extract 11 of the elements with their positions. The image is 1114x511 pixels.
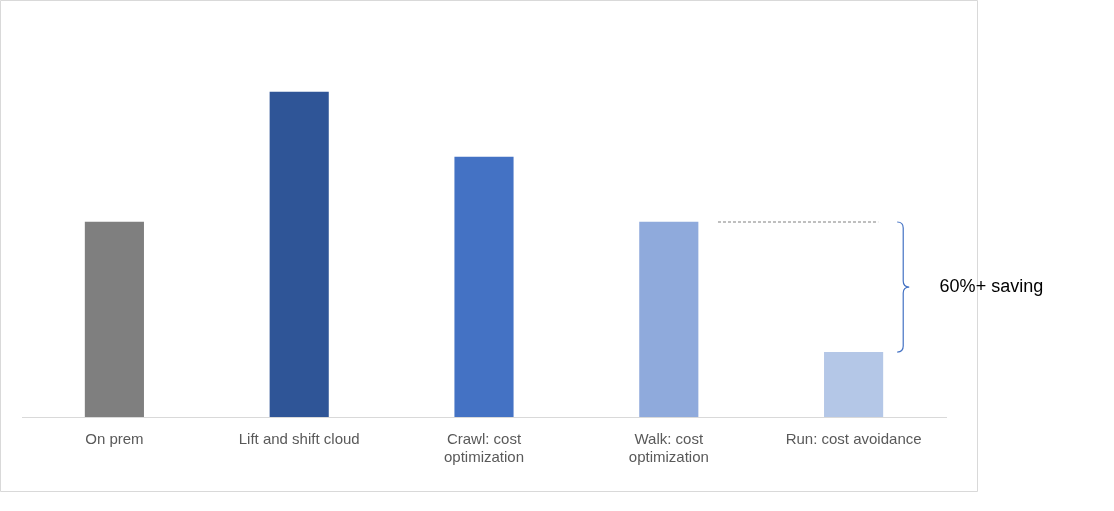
x-tick-label: Walk: cost optimization <box>628 430 709 466</box>
x-tick-label: Run: cost avoidance <box>785 430 922 448</box>
bar <box>269 91 329 417</box>
bar <box>84 221 144 417</box>
bar <box>639 221 699 417</box>
bar <box>824 351 884 417</box>
x-tick-label: Lift and shift cloud <box>238 430 360 448</box>
x-tick-label: Crawl: cost optimization <box>443 430 525 466</box>
bar <box>454 156 514 417</box>
x-tick-label: On prem <box>85 430 144 448</box>
annotation: 60%+ saving <box>939 275 1044 296</box>
